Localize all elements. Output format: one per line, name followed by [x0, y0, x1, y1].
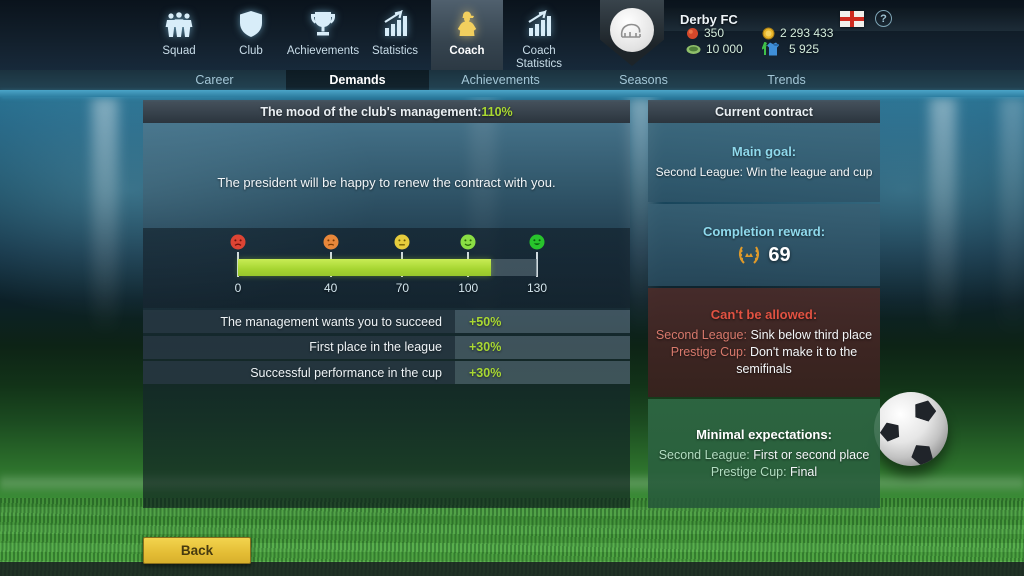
club-name-bar: Derby FC ?: [645, 8, 1024, 31]
top-nav-tabs: Squad Club Achievements: [143, 0, 575, 70]
subtab-career[interactable]: Career: [195, 73, 234, 87]
delighted-face-icon: [529, 234, 545, 250]
currencies: 350 2 293 433 10 000 5 925: [686, 25, 833, 57]
tab-coach-statistics-label: Coach Statistics: [515, 45, 562, 70]
currency-gold: 2 293 433: [762, 26, 833, 40]
gauge-tick-label: 70: [395, 281, 410, 295]
mood-modifiers: The management wants you to succeed +50%…: [143, 310, 630, 387]
tab-club[interactable]: Club: [215, 0, 287, 70]
soccer-ball: [874, 392, 948, 466]
gauge-tick-label: 100: [458, 281, 479, 295]
tab-statistics-label: Statistics: [371, 45, 418, 57]
subtab-demands[interactable]: Demands: [286, 70, 429, 90]
tab-achievements[interactable]: Achievements: [287, 0, 359, 70]
subtab-seasons[interactable]: Seasons: [619, 73, 668, 87]
currency-fans: 5 925: [762, 42, 819, 56]
angry-face-icon: [230, 234, 246, 250]
bottom-bar: [0, 562, 1024, 576]
banned-item: Prestige Cup: Don't make it to the semif…: [670, 345, 858, 376]
subtab-trends[interactable]: Trends: [767, 73, 806, 87]
back-button[interactable]: Back: [143, 537, 251, 564]
mood-gauge: 0 40 70 100 130: [143, 228, 630, 308]
fireball-icon: [687, 27, 698, 39]
gold-coin-icon: [762, 27, 775, 39]
completion-reward-section: Completion reward: 69: [648, 204, 880, 286]
currency-stadium: 10 000: [686, 42, 762, 56]
modifier-row: Successful performance in the cup +30%: [143, 361, 630, 384]
light-beam: [1000, 97, 1024, 397]
currency-fireball: 350: [686, 26, 762, 40]
club-name: Derby FC: [680, 12, 738, 27]
club-badge: [600, 0, 664, 66]
contract-panel-header: Current contract: [648, 100, 880, 123]
coach-icon: [452, 9, 482, 39]
sub-nav-bar: Career Demands Achievements Seasons Tren…: [0, 70, 1024, 90]
mood-panel-body: The president will be happy to renew the…: [143, 123, 630, 508]
fans-shirt-icon: [762, 42, 779, 56]
light-beam: [92, 97, 118, 397]
gauge-tick-label: 130: [526, 281, 548, 295]
tab-statistics[interactable]: Statistics: [359, 0, 431, 70]
laurel-wreath-icon: [739, 246, 760, 264]
main-goal-heading: Main goal:: [731, 144, 797, 159]
gauge-tick-label: 0: [234, 281, 242, 295]
contract-panel: Current contract Main goal: Second Leagu…: [648, 100, 880, 508]
tab-achievements-label: Achievements: [286, 45, 360, 57]
tab-coach-label: Coach: [449, 45, 485, 57]
gauge-tick-label: 40: [324, 281, 338, 295]
stats-chart-icon: [380, 9, 410, 39]
modifier-row: First place in the league +30%: [143, 335, 630, 359]
mood-title: The mood of the club's management:: [260, 104, 482, 119]
trophy-icon: [308, 9, 338, 39]
tab-coach[interactable]: Coach: [431, 0, 503, 70]
gauge-bar: [238, 259, 537, 276]
sad-face-icon: [323, 234, 339, 250]
tab-club-label: Club: [239, 45, 263, 57]
cant-be-allowed-section: Can't be allowed: Second League: Sink be…: [648, 288, 880, 397]
modifier-row: The management wants you to succeed +50%: [143, 310, 630, 333]
mood-panel: The mood of the club's management: 110% …: [143, 100, 630, 508]
minimal-expectations-heading: Minimal expectations:: [696, 426, 832, 442]
club-shield-icon: [236, 9, 266, 39]
stadium-icon: [686, 44, 701, 54]
happy-face-icon: [460, 234, 476, 250]
england-flag-icon: [840, 11, 864, 27]
nav-glow-strip: [0, 90, 1024, 97]
squad-icon: [164, 9, 194, 39]
tab-squad[interactable]: Squad: [143, 0, 215, 70]
light-beam: [930, 97, 956, 397]
subtab-achievements[interactable]: Achievements: [461, 73, 540, 87]
help-icon[interactable]: ?: [875, 10, 892, 27]
mood-value: 110%: [481, 104, 513, 119]
completion-reward-value: 69: [768, 243, 791, 266]
minimal-expectations-section: Minimal expectations: Second League: Fir…: [648, 399, 880, 508]
expectation-item: Prestige Cup: Final: [710, 464, 818, 479]
cant-be-allowed-heading: Can't be allowed:: [710, 307, 818, 322]
tab-coach-statistics[interactable]: Coach Statistics: [503, 0, 575, 70]
mood-panel-header: The mood of the club's management: 110%: [143, 100, 630, 123]
tab-squad-label: Squad: [162, 45, 196, 57]
main-goal-text: Second League: Win the league and cup: [655, 165, 873, 179]
banned-item: Second League: Sink below third place: [655, 328, 873, 342]
gauge-fill: [238, 259, 491, 276]
neutral-face-icon: [394, 234, 410, 250]
mood-statement: The president will be happy to renew the…: [217, 175, 556, 190]
sub-nav-tabs: Career Demands Achievements Seasons Tren…: [143, 70, 858, 90]
club-crest-icon: [610, 8, 654, 52]
expectation-item: Second League: First or second place: [658, 447, 870, 462]
main-goal-section: Main goal: Second League: Win the league…: [648, 123, 880, 202]
stats-chart-icon: [524, 9, 554, 39]
completion-reward-heading: Completion reward:: [702, 223, 826, 239]
